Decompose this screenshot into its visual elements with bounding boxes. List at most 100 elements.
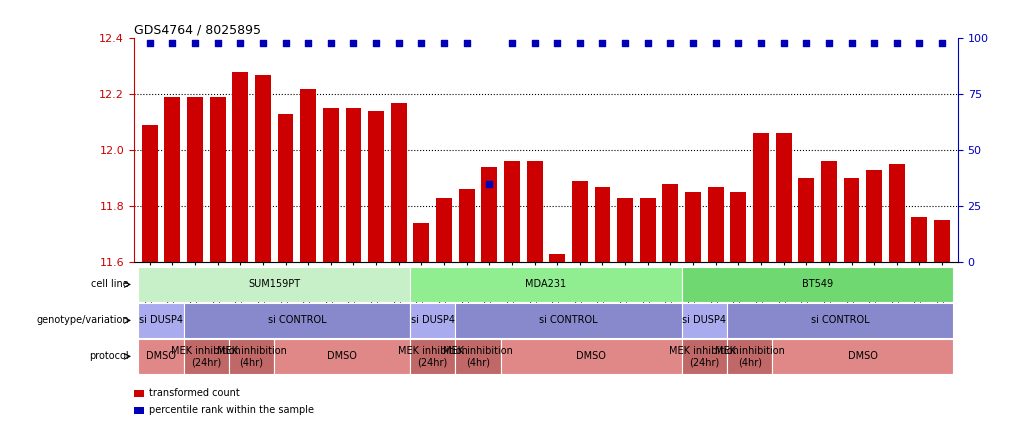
Text: MEK inhibition
(24hr): MEK inhibition (24hr) [670,346,740,367]
Bar [730,192,747,262]
Point [504,39,520,46]
Bar [413,223,430,262]
Bar [210,97,226,262]
Point [481,181,497,187]
Bar [183,339,229,374]
Text: DMSO: DMSO [576,352,606,361]
Bar [866,170,882,262]
Bar [682,339,727,374]
Bar [436,198,452,262]
Text: si CONTROL: si CONTROL [811,316,869,325]
Bar [772,339,954,374]
Text: DMSO: DMSO [848,352,878,361]
Bar [455,339,501,374]
Point [458,39,475,46]
Bar [455,303,682,338]
Point [594,39,611,46]
Bar [410,303,455,338]
Bar [617,198,633,262]
Bar [640,198,656,262]
Point [798,39,815,46]
Point [776,39,792,46]
Point [254,39,271,46]
Bar [912,217,927,262]
Bar [549,254,565,262]
Text: MEK inhibition
(4hr): MEK inhibition (4hr) [715,346,785,367]
Point [164,39,180,46]
Text: genotype/variation: genotype/variation [36,316,129,325]
Bar [233,72,248,262]
Text: si CONTROL: si CONTROL [540,316,597,325]
Bar [410,339,455,374]
Bar [798,178,814,262]
Bar [142,125,158,262]
Text: percentile rank within the sample: percentile rank within the sample [149,405,314,415]
Text: MEK inhibition
(24hr): MEK inhibition (24hr) [171,346,241,367]
Point [708,39,724,46]
Text: SUM159PT: SUM159PT [248,280,301,289]
Point [685,39,701,46]
Point [912,39,928,46]
Text: BT549: BT549 [802,280,833,289]
Text: si CONTROL: si CONTROL [268,316,327,325]
Bar [183,303,410,338]
Bar [776,133,791,262]
Bar [390,102,407,262]
Bar [368,111,384,262]
Bar [682,303,727,338]
Text: DMSO: DMSO [328,352,357,361]
Bar [821,161,836,262]
Text: transformed count: transformed count [149,388,240,398]
Bar [844,178,859,262]
Bar [501,339,682,374]
Text: si DUSP4: si DUSP4 [682,316,726,325]
Bar [727,339,772,374]
Point [889,39,905,46]
Point [413,39,430,46]
Point [617,39,633,46]
Bar [323,108,339,262]
Bar [229,339,274,374]
Bar [278,114,294,262]
Text: MEK inhibition
(4hr): MEK inhibition (4hr) [443,346,513,367]
Text: si DUSP4: si DUSP4 [139,316,183,325]
Bar [345,108,362,262]
Text: MEK inhibition
(4hr): MEK inhibition (4hr) [216,346,286,367]
Bar [458,190,475,262]
Bar [410,267,682,302]
Point [390,39,407,46]
Bar [708,187,724,262]
Point [436,39,452,46]
Point [730,39,747,46]
Point [232,39,248,46]
Point [844,39,860,46]
Text: DMSO: DMSO [146,352,176,361]
Point [368,39,384,46]
Text: cell line: cell line [91,280,129,289]
Point [277,39,294,46]
Bar [138,303,183,338]
Bar [526,161,543,262]
Bar [682,267,954,302]
Point [934,39,951,46]
Point [640,39,656,46]
Bar [889,164,904,262]
Bar [662,184,679,262]
Bar [255,74,271,262]
Text: protocol: protocol [90,352,129,361]
Bar [594,187,611,262]
Bar [572,181,588,262]
Point [821,39,837,46]
Bar [301,88,316,262]
Bar [138,339,183,374]
Point [526,39,543,46]
Point [345,39,362,46]
Bar [274,339,410,374]
Point [866,39,883,46]
Bar [138,267,410,302]
Bar [934,220,950,262]
Point [209,39,226,46]
Point [753,39,769,46]
Text: GDS4764 / 8025895: GDS4764 / 8025895 [134,24,261,37]
Bar [727,303,954,338]
